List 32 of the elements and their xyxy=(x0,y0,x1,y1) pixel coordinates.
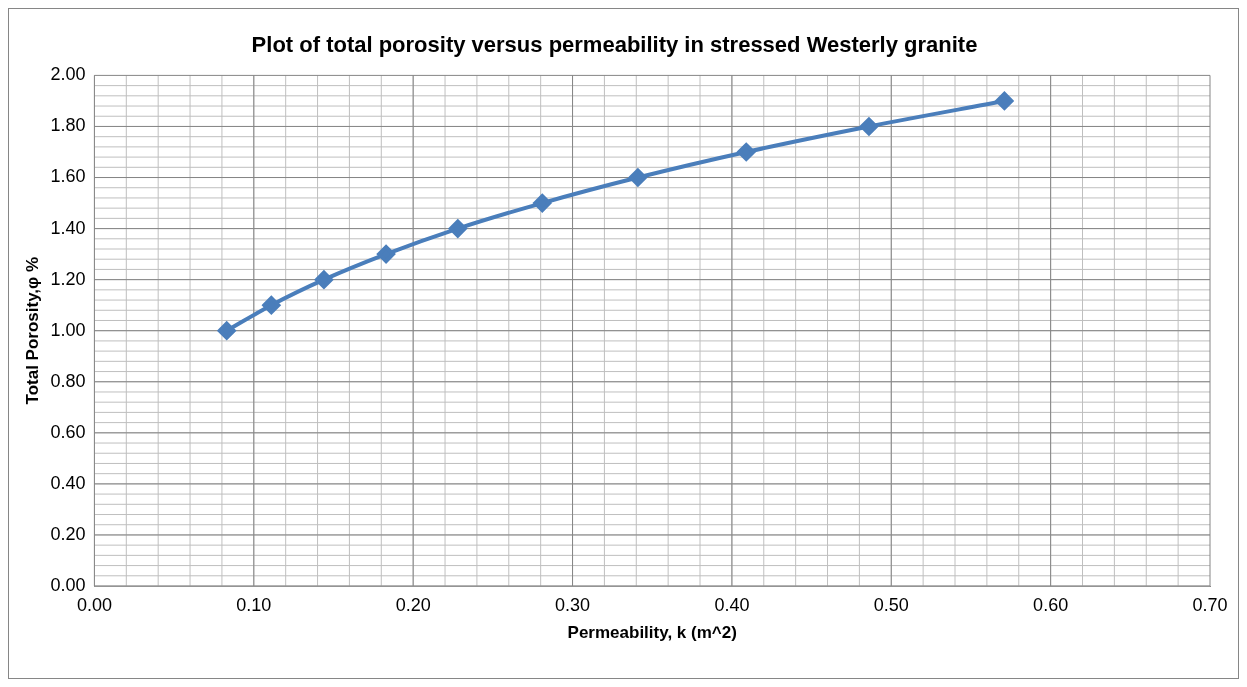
y-axis-title: Total Porosity,φ % xyxy=(22,256,42,405)
x-tick-label: 0.70 xyxy=(1192,594,1228,615)
x-tick-label: 0.40 xyxy=(714,594,750,615)
chart-title: Plot of total porosity versus permeability in stressed Westerly granite xyxy=(251,32,978,58)
y-tick-label: 2.00 xyxy=(50,64,86,85)
y-tick-label: 1.80 xyxy=(50,115,86,136)
x-tick-label: 0.10 xyxy=(236,594,272,615)
y-tick-label: 0.40 xyxy=(50,472,86,493)
y-tick-label: 0.20 xyxy=(50,523,86,544)
point xyxy=(262,296,281,315)
y-tick-label: 0.60 xyxy=(50,421,86,442)
x-tick-label: 0.60 xyxy=(1033,594,1069,615)
x-tick-label: 0.30 xyxy=(555,594,591,615)
point xyxy=(859,117,878,136)
point xyxy=(217,321,236,340)
point xyxy=(628,168,647,187)
point xyxy=(377,245,396,264)
x-axis-title: Permeability, k (m^2) xyxy=(567,623,737,643)
y-tick-label: 1.20 xyxy=(50,268,86,289)
y-tick-label: 1.40 xyxy=(50,217,86,238)
x-tick-label: 0.00 xyxy=(76,594,112,615)
point xyxy=(995,91,1014,110)
y-tick-label: 1.60 xyxy=(50,166,86,187)
x-tick-label: 0.20 xyxy=(395,594,431,615)
point xyxy=(314,270,333,289)
y-tick-label: 1.00 xyxy=(50,319,86,340)
point xyxy=(533,194,552,213)
point xyxy=(448,219,467,238)
y-tick-label: 0.80 xyxy=(50,370,86,391)
y-tick-label: 0.00 xyxy=(50,574,86,595)
x-tick-label: 0.50 xyxy=(873,594,909,615)
point xyxy=(737,142,756,161)
